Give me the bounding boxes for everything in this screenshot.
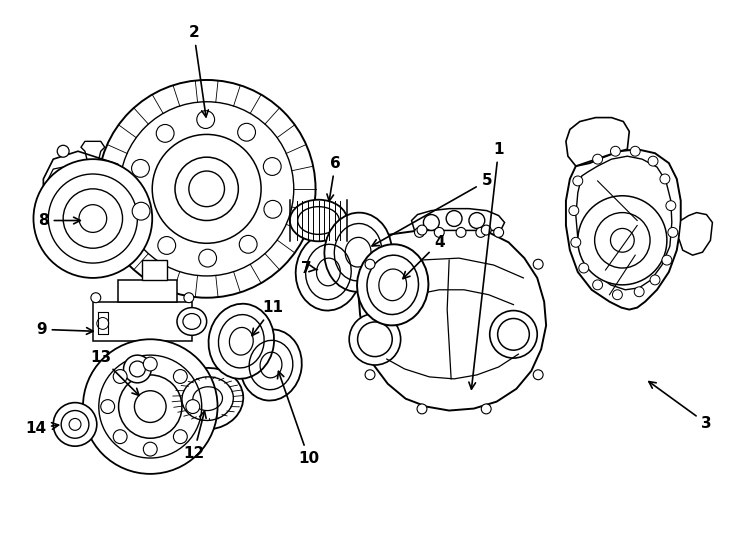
- Polygon shape: [358, 228, 546, 410]
- Ellipse shape: [490, 310, 537, 358]
- Text: 3: 3: [649, 382, 712, 431]
- Circle shape: [424, 214, 439, 231]
- Text: 13: 13: [90, 349, 139, 395]
- Text: 5: 5: [372, 173, 492, 246]
- Circle shape: [197, 111, 214, 129]
- Circle shape: [612, 290, 622, 300]
- Circle shape: [113, 430, 127, 443]
- Circle shape: [668, 227, 677, 238]
- Circle shape: [578, 196, 667, 285]
- Polygon shape: [412, 208, 504, 231]
- Circle shape: [186, 400, 200, 414]
- Circle shape: [476, 227, 486, 238]
- Circle shape: [494, 227, 504, 238]
- Circle shape: [173, 430, 187, 443]
- Circle shape: [662, 255, 672, 265]
- Circle shape: [152, 134, 261, 244]
- Text: 9: 9: [36, 322, 93, 337]
- Circle shape: [634, 287, 644, 296]
- Circle shape: [365, 259, 375, 269]
- Polygon shape: [576, 156, 672, 290]
- Circle shape: [156, 124, 174, 142]
- Circle shape: [415, 227, 424, 238]
- Circle shape: [631, 146, 640, 156]
- Circle shape: [417, 404, 427, 414]
- Circle shape: [143, 442, 157, 456]
- Ellipse shape: [349, 314, 401, 365]
- Text: 7: 7: [302, 260, 318, 275]
- Polygon shape: [43, 151, 117, 231]
- Circle shape: [199, 249, 217, 267]
- Polygon shape: [142, 260, 167, 280]
- Text: 14: 14: [25, 421, 59, 436]
- Circle shape: [131, 159, 150, 177]
- Text: 12: 12: [184, 411, 206, 461]
- Ellipse shape: [177, 308, 207, 335]
- Polygon shape: [92, 302, 192, 341]
- Ellipse shape: [296, 233, 361, 310]
- Circle shape: [158, 237, 175, 254]
- Polygon shape: [679, 213, 713, 255]
- Polygon shape: [566, 149, 680, 309]
- Circle shape: [571, 238, 581, 247]
- Circle shape: [435, 227, 444, 238]
- Circle shape: [533, 259, 543, 269]
- Ellipse shape: [357, 244, 429, 326]
- Circle shape: [569, 206, 579, 215]
- Circle shape: [184, 293, 194, 302]
- Circle shape: [482, 225, 491, 235]
- Text: 11: 11: [252, 300, 283, 335]
- Circle shape: [579, 263, 589, 273]
- Circle shape: [469, 213, 484, 228]
- Circle shape: [456, 227, 466, 238]
- Circle shape: [101, 400, 115, 414]
- Circle shape: [34, 159, 152, 278]
- Circle shape: [573, 176, 583, 186]
- Circle shape: [533, 370, 543, 380]
- Circle shape: [482, 404, 491, 414]
- Circle shape: [650, 275, 660, 285]
- Circle shape: [113, 369, 127, 383]
- Circle shape: [365, 370, 375, 380]
- Circle shape: [238, 123, 255, 141]
- Circle shape: [91, 293, 101, 302]
- Text: 1: 1: [469, 142, 504, 389]
- Circle shape: [417, 225, 427, 235]
- Circle shape: [660, 174, 670, 184]
- Circle shape: [239, 235, 257, 253]
- Ellipse shape: [208, 303, 274, 379]
- Ellipse shape: [240, 329, 302, 401]
- Circle shape: [83, 339, 217, 474]
- Polygon shape: [117, 280, 177, 302]
- Circle shape: [264, 158, 281, 176]
- Circle shape: [54, 403, 97, 446]
- Ellipse shape: [172, 368, 243, 429]
- Ellipse shape: [324, 213, 392, 292]
- Circle shape: [648, 156, 658, 166]
- Circle shape: [666, 201, 676, 211]
- Text: 10: 10: [277, 372, 319, 465]
- Circle shape: [132, 202, 150, 220]
- Polygon shape: [566, 118, 629, 166]
- Circle shape: [57, 145, 69, 157]
- Circle shape: [264, 200, 282, 218]
- Ellipse shape: [123, 355, 151, 383]
- Circle shape: [173, 369, 187, 383]
- Text: 8: 8: [38, 213, 80, 228]
- Circle shape: [446, 211, 462, 226]
- Circle shape: [592, 154, 603, 164]
- Circle shape: [592, 280, 603, 290]
- Text: 6: 6: [327, 156, 341, 201]
- Circle shape: [611, 146, 620, 156]
- Circle shape: [98, 80, 316, 298]
- Ellipse shape: [290, 200, 347, 241]
- Circle shape: [143, 357, 157, 371]
- Text: 2: 2: [189, 25, 208, 117]
- Text: 4: 4: [403, 235, 445, 279]
